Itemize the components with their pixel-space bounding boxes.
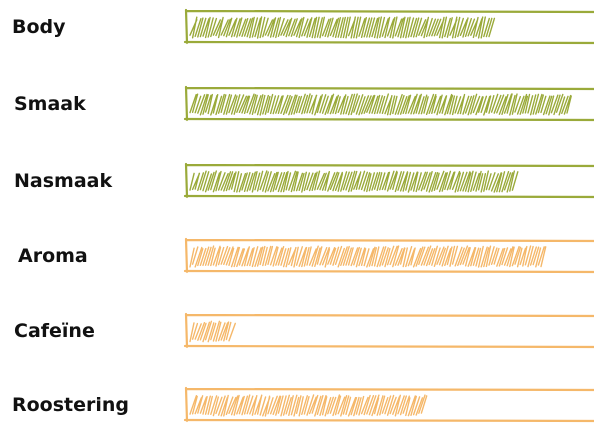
bar-fill <box>189 16 496 39</box>
rating-bar <box>183 312 594 349</box>
bar-hatching <box>189 16 496 39</box>
bar-fill <box>189 320 236 343</box>
bar-outline <box>183 386 594 423</box>
rating-label: Body <box>12 16 66 38</box>
rating-row-roostering: Roostering <box>0 382 594 428</box>
bar-outline <box>183 162 594 199</box>
bar-fill <box>189 394 428 417</box>
rating-label: Nasmaak <box>14 170 113 192</box>
bar-outline <box>183 237 594 274</box>
bar-hatching <box>189 170 519 193</box>
rating-bar <box>183 237 594 274</box>
rating-bar <box>183 85 594 122</box>
rating-label: Aroma <box>18 245 88 267</box>
rating-label: Roostering <box>12 394 130 416</box>
rating-label: Cafeïne <box>14 320 95 342</box>
rating-label: Smaak <box>14 93 86 115</box>
bar-outline <box>183 85 594 122</box>
rating-bar <box>183 386 594 423</box>
bar-fill <box>189 93 572 116</box>
rating-row-nasmaak: Nasmaak <box>0 158 594 204</box>
rating-row-smaak: Smaak <box>0 81 594 127</box>
bar-hatching <box>189 320 236 343</box>
rating-row-aroma: Aroma <box>0 233 594 279</box>
bar-hatching <box>189 93 572 116</box>
rating-row-cafeine: Cafeïne <box>0 308 594 354</box>
bar-fill <box>189 170 519 193</box>
rating-bar <box>183 162 594 199</box>
rating-row-body: Body <box>0 4 594 50</box>
bar-fill <box>189 245 547 268</box>
bar-outline <box>183 8 594 45</box>
bar-hatching <box>189 394 428 417</box>
rating-bar <box>183 8 594 45</box>
bar-outline <box>183 312 594 349</box>
bar-hatching <box>189 245 547 268</box>
